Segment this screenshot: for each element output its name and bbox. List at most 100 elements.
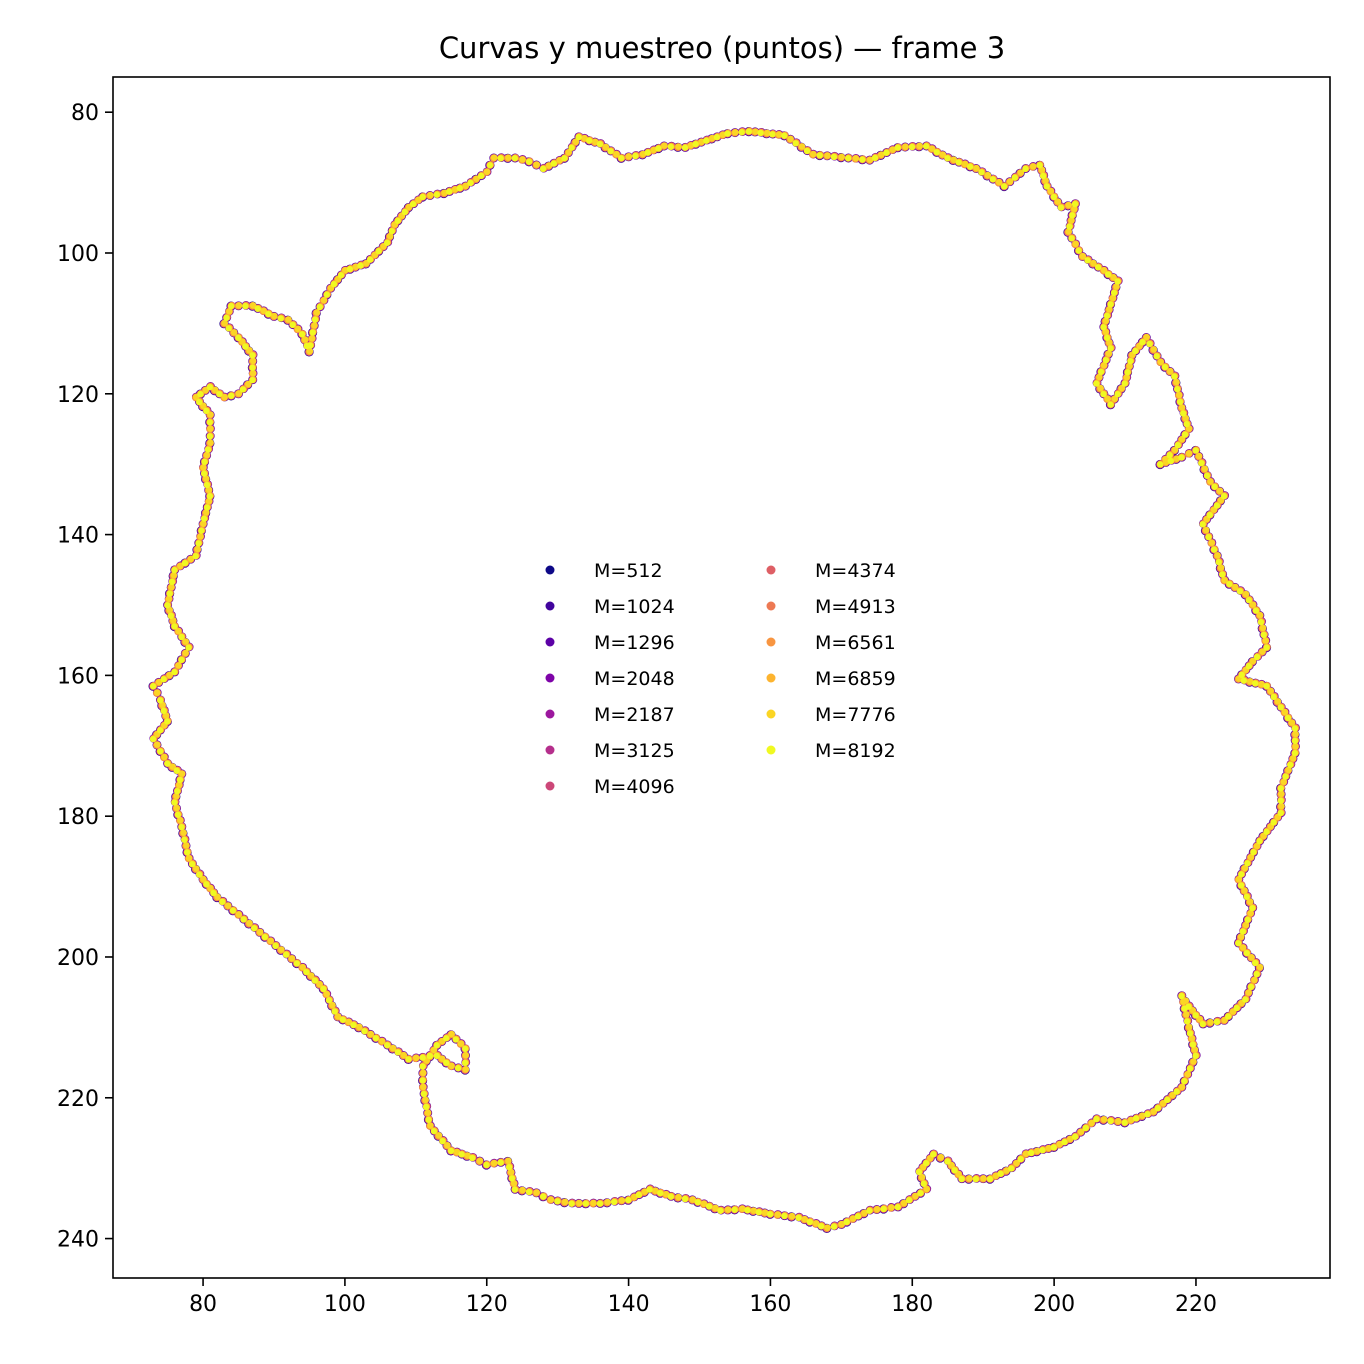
data-point (1057, 204, 1065, 211)
data-point (1181, 1005, 1188, 1012)
data-point (1000, 183, 1008, 190)
data-point (920, 1180, 927, 1187)
data-point (356, 1023, 363, 1031)
data-point (173, 792, 180, 800)
data-point (1071, 205, 1078, 213)
data-point (205, 486, 213, 494)
data-point (1054, 198, 1062, 205)
data-point (235, 911, 243, 918)
data-point (769, 131, 776, 138)
data-point (1246, 898, 1254, 905)
data-point (430, 1128, 438, 1135)
data-point (1173, 378, 1180, 386)
data-point (739, 1205, 746, 1212)
data-point (1285, 766, 1292, 774)
legend: M=512 M=1024 M=1296 M=2048 M=2187 M=3125 M=409… (545, 560, 896, 798)
data-point (915, 1168, 923, 1176)
data-point (366, 256, 374, 263)
data-point (880, 1205, 887, 1213)
data-point (1171, 446, 1179, 454)
data-point (854, 1213, 862, 1220)
data-point (505, 154, 512, 161)
data-point (1050, 1144, 1057, 1151)
data-point (1189, 1007, 1197, 1014)
data-point (1132, 1115, 1140, 1122)
data-point (610, 1198, 618, 1206)
data-point (419, 1077, 426, 1084)
data-point (838, 1220, 845, 1228)
data-point (490, 154, 498, 161)
data-point (1022, 1150, 1030, 1157)
data-point (1111, 395, 1119, 402)
data-point (1114, 390, 1121, 398)
data-point (1113, 283, 1120, 290)
data-point (948, 1161, 955, 1169)
x-tick-label: 140 (608, 1292, 650, 1317)
data-point (1156, 461, 1164, 468)
data-point (1253, 971, 1260, 978)
data-point (210, 889, 217, 897)
data-point (1225, 1013, 1232, 1020)
data-point (214, 893, 221, 901)
data-point (1284, 714, 1291, 722)
data-point (1100, 362, 1108, 369)
data-point (1110, 289, 1118, 297)
data-point (817, 1223, 825, 1230)
points-layer (148, 127, 1300, 1233)
data-point (1103, 312, 1111, 319)
data-point (989, 176, 996, 183)
data-point (1242, 921, 1250, 929)
data-point (1270, 693, 1277, 701)
data-point (824, 152, 831, 159)
data-point (439, 1137, 446, 1145)
data-point (171, 669, 178, 676)
data-point (1208, 539, 1216, 546)
data-point (1110, 274, 1117, 281)
data-point (249, 376, 256, 384)
data-point (655, 145, 662, 152)
data-point (182, 638, 189, 645)
data-point (206, 433, 213, 440)
data-point (1183, 1018, 1191, 1025)
legend-label: M=2187 (594, 704, 675, 726)
data-point (930, 1151, 937, 1158)
legend-marker (545, 601, 555, 611)
legend-marker (545, 781, 555, 791)
data-point (830, 1223, 838, 1230)
data-point (249, 369, 257, 377)
data-point (1045, 1144, 1053, 1152)
data-point (744, 1207, 751, 1214)
data-point (1039, 1147, 1046, 1154)
data-point (1192, 447, 1199, 454)
data-point (157, 697, 164, 704)
data-point (195, 540, 202, 547)
data-point (1242, 996, 1249, 1003)
data-point (781, 132, 788, 139)
data-point (511, 1186, 518, 1193)
data-point (1093, 380, 1100, 387)
data-point (644, 149, 651, 156)
data-point (795, 1214, 802, 1221)
data-point (168, 578, 176, 586)
data-point (618, 155, 625, 162)
data-point (1281, 708, 1289, 716)
data-point (420, 1090, 427, 1098)
data-point (1161, 364, 1169, 371)
data-point (519, 1186, 526, 1194)
data-point (265, 310, 272, 318)
data-point (787, 135, 794, 143)
data-point (1186, 1030, 1194, 1037)
data-point (519, 156, 526, 163)
data-point (1270, 819, 1277, 826)
data-point (1239, 928, 1247, 935)
data-point (1105, 350, 1113, 357)
data-point (206, 419, 213, 426)
data-point (394, 1049, 401, 1056)
data-point (1050, 193, 1057, 201)
data-point (277, 315, 284, 322)
data-point (966, 1175, 973, 1182)
data-point (188, 860, 196, 868)
data-point (625, 153, 633, 160)
data-point (443, 1059, 450, 1067)
